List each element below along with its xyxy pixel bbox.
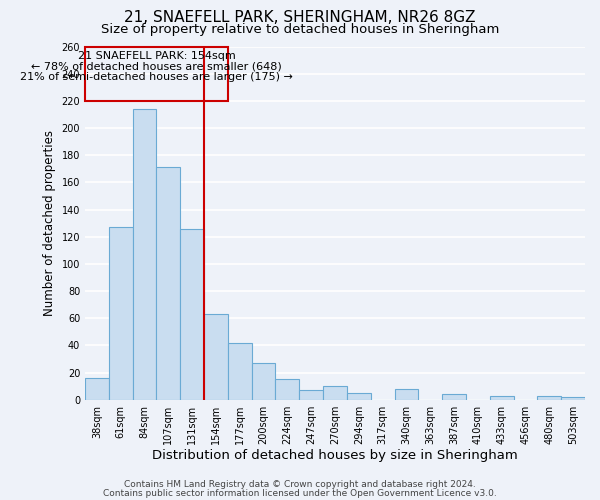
Text: Contains public sector information licensed under the Open Government Licence v3: Contains public sector information licen… xyxy=(103,488,497,498)
Bar xyxy=(228,342,251,400)
Bar xyxy=(204,314,228,400)
Text: 21, SNAEFELL PARK, SHERINGHAM, NR26 8GZ: 21, SNAEFELL PARK, SHERINGHAM, NR26 8GZ xyxy=(124,10,476,25)
Bar xyxy=(133,109,157,400)
Bar xyxy=(109,227,133,400)
Bar xyxy=(561,397,585,400)
Bar xyxy=(323,386,347,400)
Bar xyxy=(85,46,228,101)
Bar xyxy=(299,390,323,400)
Text: ← 78% of detached houses are smaller (648): ← 78% of detached houses are smaller (64… xyxy=(31,62,282,72)
Text: Size of property relative to detached houses in Sheringham: Size of property relative to detached ho… xyxy=(101,22,499,36)
Bar xyxy=(347,393,371,400)
Bar xyxy=(251,363,275,400)
Text: Contains HM Land Registry data © Crown copyright and database right 2024.: Contains HM Land Registry data © Crown c… xyxy=(124,480,476,489)
Bar xyxy=(538,396,561,400)
Bar xyxy=(85,378,109,400)
Text: 21% of semi-detached houses are larger (175) →: 21% of semi-detached houses are larger (… xyxy=(20,72,293,83)
Y-axis label: Number of detached properties: Number of detached properties xyxy=(43,130,56,316)
Bar xyxy=(490,396,514,400)
Bar xyxy=(180,228,204,400)
Bar xyxy=(157,168,180,400)
Bar xyxy=(275,380,299,400)
Bar xyxy=(395,389,418,400)
Text: 21 SNAEFELL PARK: 154sqm: 21 SNAEFELL PARK: 154sqm xyxy=(77,50,235,60)
Bar xyxy=(442,394,466,400)
X-axis label: Distribution of detached houses by size in Sheringham: Distribution of detached houses by size … xyxy=(152,450,518,462)
